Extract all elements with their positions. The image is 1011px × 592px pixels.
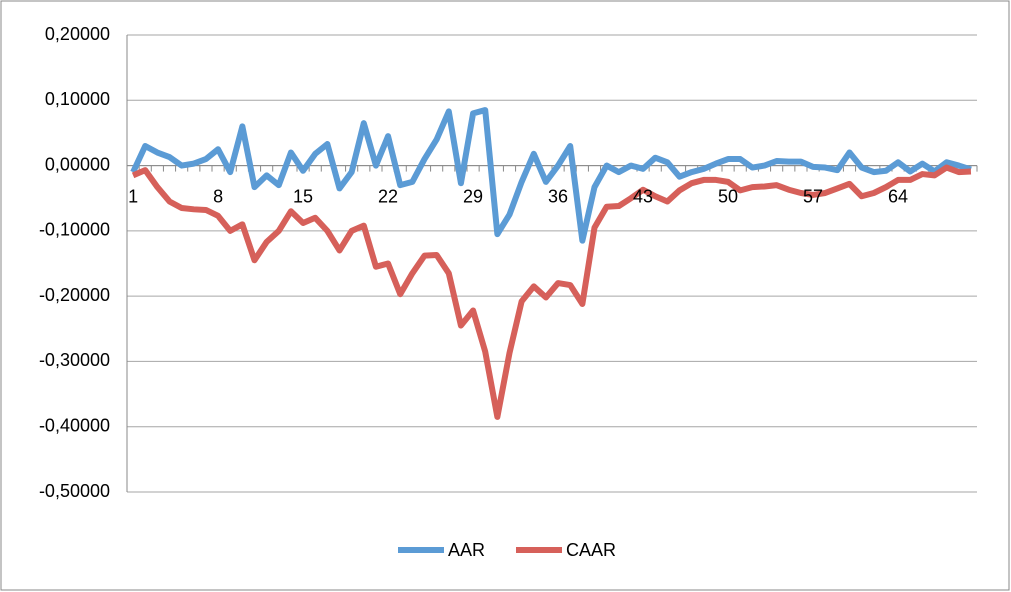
x-tick-label: 43: [633, 186, 653, 206]
y-tick-label: -0,10000: [39, 220, 110, 240]
x-tick-label: 36: [548, 186, 568, 206]
x-tick-label: 22: [378, 186, 398, 206]
y-tick-label: -0,40000: [39, 415, 110, 435]
x-tick-label: 50: [718, 186, 738, 206]
y-tick-label: 0,10000: [45, 89, 110, 109]
y-tick-label: 0,00000: [45, 154, 110, 174]
y-tick-label: -0,20000: [39, 285, 110, 305]
x-tick-label: 8: [213, 186, 223, 206]
legend-label: AAR: [448, 540, 485, 560]
y-tick-label: 0,20000: [45, 24, 110, 44]
x-tick-label: 15: [293, 186, 313, 206]
series-line: [130, 107, 972, 244]
y-tick-label: -0,30000: [39, 350, 110, 370]
x-tick-label: 64: [888, 186, 908, 206]
x-tick-label: 1: [128, 186, 138, 206]
series-line: [131, 164, 972, 420]
legend-label: CAAR: [566, 540, 616, 560]
x-tick-label: 57: [803, 186, 823, 206]
y-tick-label: -0,50000: [39, 481, 110, 501]
x-tick-label: 29: [463, 186, 483, 206]
